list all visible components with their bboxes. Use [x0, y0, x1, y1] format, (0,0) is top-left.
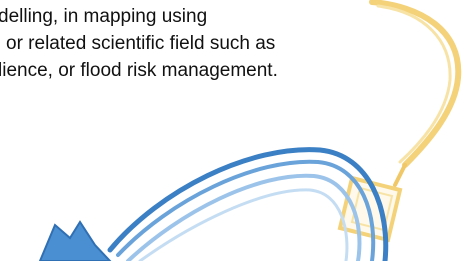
text-line: lience, or flood risk management. [0, 60, 278, 82]
text-line: or related scientific field such as [6, 33, 275, 55]
text-line: delling, in mapping using [0, 6, 207, 28]
loop-stroke [395, 165, 405, 185]
page-body: {"text_lines": ["delling, in mapping usi… [0, 0, 469, 261]
yellow-loop [340, 2, 458, 240]
swirl-stroke [118, 162, 373, 261]
document-fragment: delling, in mapping using or related sci… [0, 0, 469, 261]
blue-swirl [40, 150, 386, 261]
swirl-tail [40, 222, 110, 261]
loop-stroke [372, 2, 458, 165]
